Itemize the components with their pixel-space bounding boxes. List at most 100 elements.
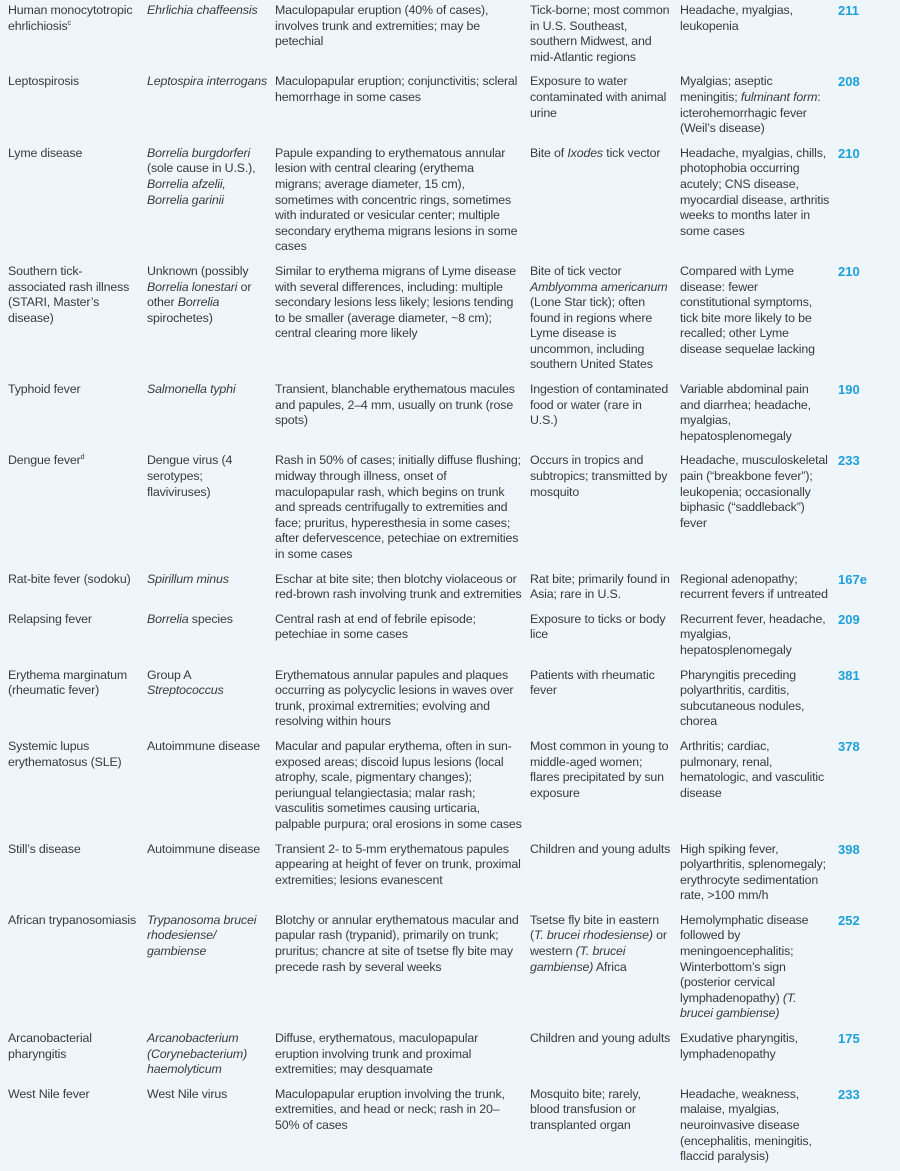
table-row: Human monocytotropic ehrlichiosisc Ehrlic… [0,0,900,71]
cell-text: Rat bite; primarily found in Asia; rare … [530,571,670,602]
chapter-reference: 167e [838,571,867,587]
cell-text: Autoimmune disease [147,841,261,856]
cell-text: Myalgias; aseptic meningitis; [680,74,773,104]
cell-text: Systemic lupus erythematosus (SLE) [8,738,122,769]
etiology-cell: Salmonella typhi [143,379,271,450]
cell-text: West Nile fever [8,1086,90,1101]
cell-text: Patients with rheumatic fever [530,667,655,698]
clinical-features-cell: Headache, weakness, malaise, myalgias, n… [676,1084,834,1171]
italic-text: Borrelia burgdorferi [147,145,251,160]
cell-text: Children and young adults [530,1031,671,1046]
italic-text: Spirillum minus [147,571,229,586]
disease-cell: African trypanosomiasis [0,910,143,1028]
cell-text: or western [530,928,667,959]
table-row: Rat-bite fever (sodoku) Spirillum minus Es… [0,569,900,609]
epidemiology-cell: Bite of Ixodes tick vector [526,143,676,261]
cell-text: Children and young adults [530,841,671,856]
cell-text: Headache, musculoskeletal pain (“breakbo… [680,453,828,530]
cell-text: Dengue fever [8,453,81,468]
cell-text: Headache, weakness, malaise, myalgias, n… [680,1086,812,1164]
cell-text: Bite of [530,145,568,160]
disease-cell: West Nile fever [0,1084,143,1171]
cell-text: Arcanobacterial pharyngitis [8,1031,92,1061]
cell-text: Regional adenopathy; recurrent fevers if… [680,571,828,602]
epidemiology-cell: Children and young adults [526,839,676,910]
cell-text: Africa [593,959,627,974]
epidemiology-cell: Bite of tick vector Amblyomma americanum… [526,261,676,379]
italic-text: Borrelia [177,295,220,310]
cell-text: Arthritis; cardiac, pulmonary, renal, he… [680,738,825,800]
cell-text: or other [147,279,252,310]
chapter-reference: 233 [838,453,860,469]
cell-text: Rash in 50% of cases; initially diffuse … [275,453,521,561]
table-row: Relapsing fever Borrelia species Central r… [0,609,900,665]
rash-description-cell: Eschar at bite site; then blotchy violac… [271,569,526,609]
disease-cell: Arcanobacterial pharyngitis [0,1028,143,1084]
cell-text: Human monocytotropic ehrlichiosis [8,3,133,33]
italic-text: Borrelia lonestari [147,279,238,294]
clinical-features-cell: Regional adenopathy; recurrent fevers if… [676,569,834,609]
disease-cell: Dengue feverd [0,450,143,568]
epidemiology-cell: Tsetse fly bite in eastern (T. brucei rh… [526,910,676,1028]
cell-text: Typhoid fever [8,382,81,397]
disease-cell: Typhoid fever [0,379,143,450]
cell-text: Relapsing fever [8,611,92,626]
cell-text: Eschar at bite site; then blotchy violac… [275,571,522,602]
chapter-reference: 233 [838,1086,860,1102]
cell-text: Recurrent fever, headache, myalgias, hep… [680,611,826,657]
chapter-reference: 381 [838,667,860,683]
rash-description-cell: Transient, blanchable erythematous macul… [271,379,526,450]
chapter-reference: 211 [838,3,859,18]
cell-text: Macular and papular erythema, often in s… [275,738,522,831]
cell-text: Leptospirosis [8,74,80,89]
disease-cell: Still’s disease [0,839,143,910]
italic-text: (T. brucei gambiense) [530,944,626,974]
etiology-cell: Dengue virus (4 serotypes; flaviviruses) [143,450,271,568]
cell-text: Variable abdominal pain and diarrhea; he… [680,382,811,443]
clinical-features-cell: Headache, myalgias, leukopenia [676,0,834,71]
cell-text: Similar to erythema migrans of Lyme dise… [275,263,516,341]
disease-cell: Leptospirosis [0,71,143,142]
disease-cell: Rat-bite fever (sodoku) [0,569,143,609]
clinical-features-cell: Myalgias; aseptic meningitis; fulminant … [676,71,834,142]
table-row: Arcanobacterial pharyngitis Arcanobacteri… [0,1028,900,1084]
chapter-reference: 210 [838,145,860,161]
rash-description-cell: Maculopapular eruption (40% of cases), i… [271,0,526,71]
epidemiology-cell: Most common in young to middle-aged wome… [526,736,676,839]
rash-description-cell: Similar to erythema migrans of Lyme dise… [271,261,526,379]
clinical-features-cell: Headache, myalgias, chills, photophobia … [676,143,834,261]
cell-text: tick vector [602,145,661,160]
rash-description-cell: Diffuse, erythematous, maculopapular eru… [271,1028,526,1084]
disease-cell: Lyme disease [0,143,143,261]
table-row: Southern tick-associated rash illness (S… [0,261,900,379]
epidemiology-cell: Ingestion of contaminated food or water … [526,379,676,450]
italic-text: Ehrlichia chaffeensis [147,3,258,17]
clinical-features-cell: Pharyngitis preceding polyarthritis, car… [676,665,834,736]
cell-text: Dengue virus (4 serotypes; flaviviruses) [147,453,233,499]
epidemiology-cell: Tick-borne; most common in U.S. Southeas… [526,0,676,71]
etiology-cell: Unknown (possibly Borrelia lonestari or … [143,261,271,379]
clinical-features-cell: Compared with Lyme disease: fewer consti… [676,261,834,379]
etiology-cell: Spirillum minus [143,569,271,609]
table-row: West Nile fever West Nile virus Maculopapu… [0,1084,900,1171]
rash-description-cell: Erythematous annular papules and plaques… [271,665,526,736]
cell-text: (Lone Star tick); often found in regions… [530,295,653,372]
chapter-reference: 398 [838,841,860,857]
epidemiology-cell: Rat bite; primarily found in Asia; rare … [526,569,676,609]
cell-text: Compared with Lyme disease: fewer consti… [680,263,815,356]
table-row: Lyme disease Borrelia burgdorferi (sole c… [0,143,900,261]
footnote-marker: c [67,19,72,27]
cell-text: Most common in young to middle-aged wome… [530,738,669,800]
clinical-features-cell: High spiking fever, polyarthritis, splen… [676,839,834,910]
cell-text: Maculopapular eruption; conjunctivitis; … [275,74,518,104]
italic-text: Ixodes [567,145,603,160]
rash-description-cell: Maculopapular eruption; conjunctivitis; … [271,71,526,142]
cell-text: Headache, myalgias, chills, photophobia … [680,145,830,238]
etiology-cell: Group A Streptococcus [143,665,271,736]
italic-text: Salmonella typhi [147,382,236,397]
chapter-reference: 209 [838,611,860,627]
chapter-reference: 378 [838,738,860,754]
italic-text: Borrelia [147,611,189,626]
epidemiology-cell: Mosquito bite; rarely, blood transfusion… [526,1084,676,1171]
